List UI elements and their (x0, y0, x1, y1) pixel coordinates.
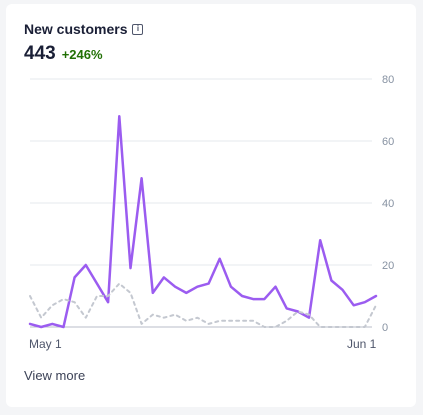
y-tick-label-60: 60 (382, 136, 394, 148)
x-tick-label-end: Jun 1 (347, 337, 377, 351)
title-row: New customers i (24, 21, 144, 37)
y-tick-label-0: 0 (382, 322, 388, 334)
card-title: New customers (24, 21, 128, 37)
new-customers-card: New customers i 443 +246% (6, 4, 416, 407)
value-row: 443 +246% (24, 43, 143, 65)
view-more-link[interactable]: View more (24, 368, 86, 383)
metric-value: 443 (24, 43, 56, 64)
x-tick-label-start: May 1 (29, 337, 62, 351)
y-tick-label-40: 40 (382, 198, 394, 210)
series-line-current (28, 114, 378, 329)
metric-delta: +246% (61, 47, 103, 62)
y-tick-label-20: 20 (382, 260, 394, 272)
info-icon[interactable]: i (132, 23, 144, 35)
series-line-previous (29, 282, 377, 328)
y-tick-label-80: 80 (382, 74, 394, 86)
card-header: New customers i 443 +246% (24, 21, 144, 65)
